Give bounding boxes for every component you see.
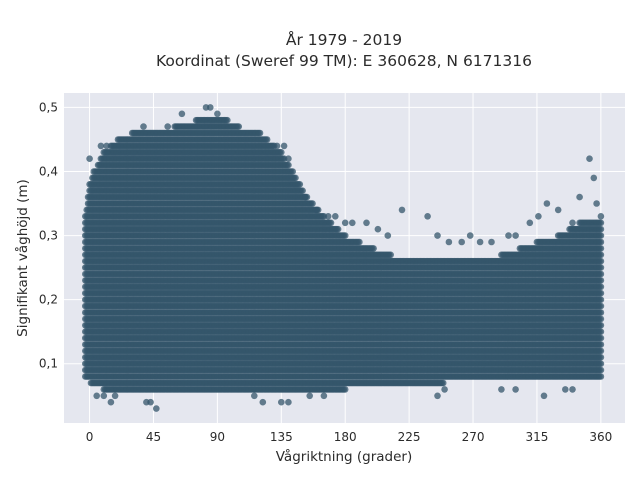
data-point	[214, 110, 221, 118]
data-point	[224, 116, 231, 124]
chart-title: År 1979 - 2019	[286, 30, 402, 49]
data-point	[235, 123, 242, 130]
chart-subtitle: Koordinat (Sweref 99 TM): E 360628, N 61…	[156, 52, 532, 70]
data-points	[82, 104, 605, 412]
